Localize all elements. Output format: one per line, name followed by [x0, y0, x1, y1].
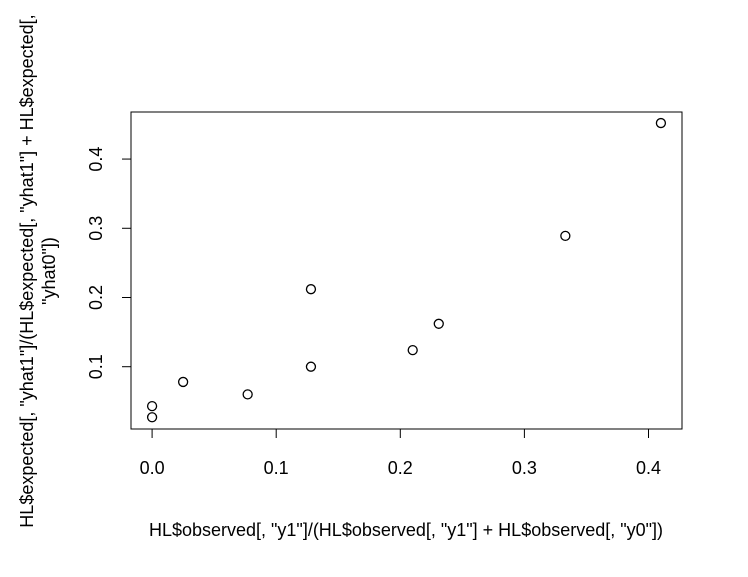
plot-frame: [130, 111, 683, 430]
y-axis: 0.1 0.2 0.3 0.4: [86, 147, 132, 379]
data-point: [433, 318, 444, 329]
data-point: [560, 230, 571, 242]
x-tick-label: 0.4: [636, 458, 661, 478]
x-tick-label: 0.0: [140, 458, 165, 478]
y-tick-label: 0.3: [86, 216, 106, 241]
data-points: [146, 117, 667, 423]
y-tick-label: 0.1: [86, 354, 106, 379]
y-axis-label-line-1: HL$expected[, "yhat1"]/(HL$expected[, "y…: [17, 14, 37, 527]
x-axis-label: HL$observed[, "y1"]/(HL$observed[, "y1"]…: [149, 520, 663, 540]
x-tick-label: 0.3: [512, 458, 537, 478]
x-tick-label: 0.2: [388, 458, 413, 478]
data-point: [305, 284, 317, 295]
x-tick-label: 0.1: [264, 458, 289, 478]
data-point: [146, 412, 158, 423]
data-point: [655, 117, 667, 129]
data-point: [305, 361, 317, 372]
x-axis: 0.0 0.1 0.2 0.3 0.4: [140, 428, 661, 478]
data-point: [177, 376, 189, 388]
data-point: [407, 344, 418, 356]
y-tick-label: 0.4: [86, 147, 106, 172]
y-tick-label: 0.2: [86, 285, 106, 310]
data-point: [146, 401, 158, 412]
y-axis-label-line-2: "yhat0"]): [39, 237, 59, 305]
data-point: [242, 389, 253, 400]
